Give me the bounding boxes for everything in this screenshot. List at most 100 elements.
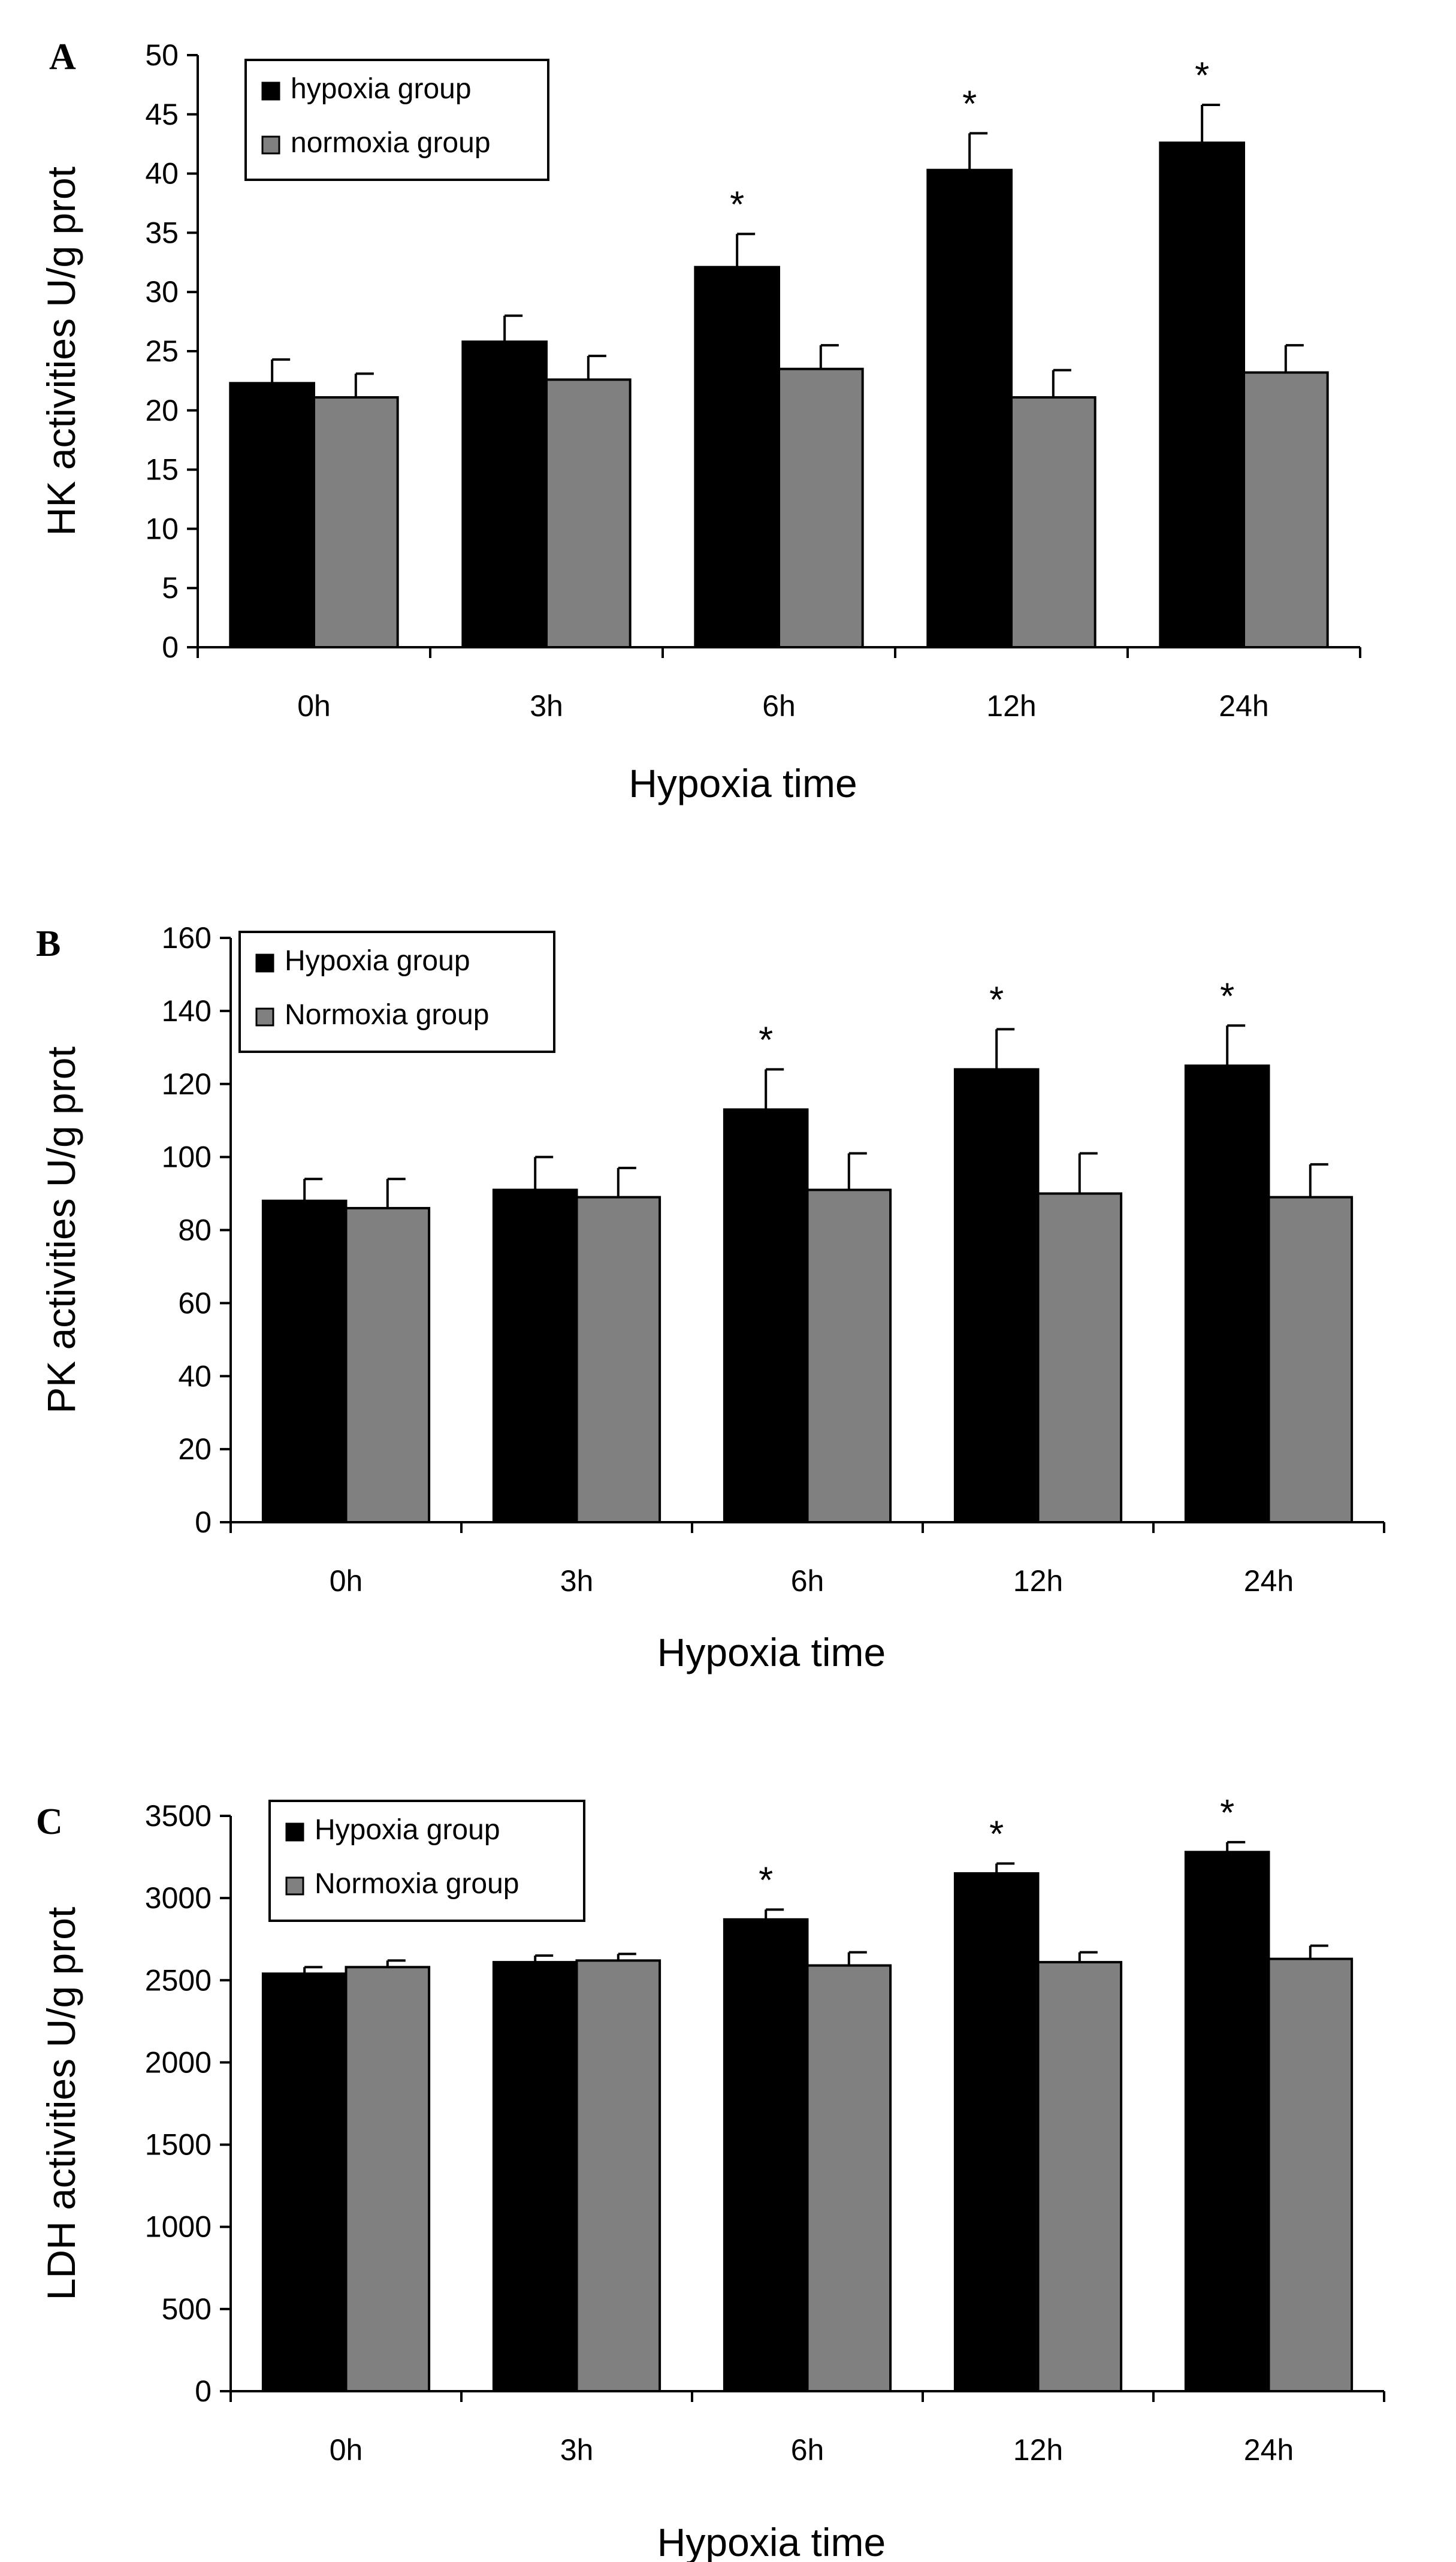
bar-normoxia-3h xyxy=(575,1196,661,1523)
y-tick-label: 15 xyxy=(145,453,179,487)
bar-normoxia-12h xyxy=(1037,1192,1123,1523)
y-tick-label: 2000 xyxy=(145,2045,212,2079)
bar-hypoxia-0h xyxy=(229,382,315,648)
legend-swatch xyxy=(261,82,280,101)
bar-hypoxia-12h xyxy=(953,1872,1040,2392)
panel-letter: A xyxy=(49,37,76,77)
significance-star: * xyxy=(730,184,744,225)
legend-label: hypoxia group xyxy=(291,73,472,105)
legend-label: Hypoxia group xyxy=(315,1814,500,1846)
x-tick-label: 24h xyxy=(1244,2433,1294,2467)
bar-normoxia-3h xyxy=(545,378,632,648)
x-tick-label: 0h xyxy=(297,689,331,723)
y-tick-label: 3500 xyxy=(145,1799,212,1833)
bar-hypoxia-3h xyxy=(461,340,548,649)
legend-box xyxy=(268,1800,585,1922)
legend-box xyxy=(238,931,555,1053)
y-tick-label: 500 xyxy=(162,2292,212,2326)
bar-normoxia-24h xyxy=(1267,1957,1354,2393)
bar-normoxia-6h xyxy=(806,1964,892,2393)
x-tick-label: 0h xyxy=(330,1564,363,1598)
legend-label: Normoxia group xyxy=(315,1868,519,1900)
bar-normoxia-3h xyxy=(575,1959,661,2392)
legend-swatch xyxy=(255,953,274,973)
y-tick-label: 0 xyxy=(195,2374,212,2408)
significance-star: * xyxy=(1220,1793,1234,1834)
bar-normoxia-0h xyxy=(345,1206,431,1523)
bar-hypoxia-0h xyxy=(261,1199,348,1523)
legend-swatch xyxy=(255,1007,274,1027)
y-tick-label: 40 xyxy=(145,157,179,191)
bar-normoxia-12h xyxy=(1010,396,1096,649)
x-tick-label: 24h xyxy=(1219,689,1268,723)
x-tick-label: 12h xyxy=(986,689,1036,723)
x-tick-label: 0h xyxy=(330,2433,363,2467)
y-tick-label: 60 xyxy=(178,1286,212,1320)
significance-star: * xyxy=(1195,55,1209,96)
legend-swatch xyxy=(261,135,280,155)
bar-normoxia-0h xyxy=(313,396,399,649)
y-tick-label: 20 xyxy=(145,394,179,427)
bar-hypoxia-3h xyxy=(492,1961,578,2392)
bar-hypoxia-12h xyxy=(953,1068,1040,1523)
y-tick-label: 80 xyxy=(178,1214,212,1247)
x-tick-label: 3h xyxy=(560,2433,594,2467)
bar-hypoxia-3h xyxy=(492,1188,578,1523)
bar-normoxia-24h xyxy=(1243,371,1329,648)
significance-star: * xyxy=(759,1860,773,1901)
y-tick-label: 1500 xyxy=(145,2128,212,2162)
x-axis-title: Hypoxia time xyxy=(657,1630,886,1674)
y-tick-label: 50 xyxy=(145,38,179,72)
y-axis-title: PK activities U/g prot xyxy=(39,1046,83,1414)
y-tick-label: 35 xyxy=(145,216,179,249)
y-tick-label: 40 xyxy=(178,1359,212,1393)
panel-a-hk-chart: A * * * 0 5 10 15 20 25 30 35 40 45 50 0h 3h 6h 12h 24h Hypo… xyxy=(39,37,1361,805)
legend-box xyxy=(244,59,549,181)
significance-star: * xyxy=(989,1814,1004,1855)
bar-hypoxia-6h xyxy=(694,265,780,649)
y-tick-label: 120 xyxy=(162,1067,212,1101)
x-tick-label: 12h xyxy=(1013,2433,1063,2467)
x-tick-label: 6h xyxy=(791,1564,824,1598)
panel-letter: B xyxy=(36,924,61,964)
x-axis-title: Hypoxia time xyxy=(657,2520,886,2562)
x-axis-title: Hypoxia time xyxy=(629,761,857,805)
panel-letter: C xyxy=(36,1801,63,1842)
bar-hypoxia-24h xyxy=(1184,1064,1270,1523)
legend-label: normoxia group xyxy=(291,127,491,159)
y-tick-label: 0 xyxy=(195,1505,212,1539)
bar-hypoxia-6h xyxy=(723,1918,809,2393)
x-tick-label: 6h xyxy=(762,689,796,723)
x-tick-label: 3h xyxy=(530,689,563,723)
bar-hypoxia-0h xyxy=(261,1972,348,2392)
legend-swatch xyxy=(285,1876,304,1896)
significance-star: * xyxy=(759,1019,773,1061)
y-tick-label: 45 xyxy=(145,98,179,131)
x-tick-label: 3h xyxy=(560,1564,594,1598)
bar-normoxia-6h xyxy=(806,1188,892,1523)
y-tick-label: 5 xyxy=(162,571,179,605)
legend-label: Normoxia group xyxy=(285,999,489,1031)
panel-b-pk-chart: B * * * 0 20 40 60 80 100 120 140 160 0h 3h 6h 12h 24h Hyp… xyxy=(36,921,1385,1674)
significance-star: * xyxy=(1220,976,1234,1017)
y-tick-label: 100 xyxy=(162,1140,212,1174)
panel-c-ldh-chart: C * * * 0 500 1000 1500 2000 2500 3000 3500 0h 3h 6h 12… xyxy=(36,1793,1385,2562)
bar-normoxia-0h xyxy=(345,1966,431,2392)
significance-star: * xyxy=(989,979,1004,1021)
bar-hypoxia-24h xyxy=(1184,1851,1270,2392)
bar-normoxia-6h xyxy=(778,367,864,648)
x-tick-label: 12h xyxy=(1013,1564,1063,1598)
legend-label: Hypoxia group xyxy=(285,945,470,977)
y-tick-label: 25 xyxy=(145,334,179,368)
x-tick-label: 6h xyxy=(791,2433,824,2467)
y-tick-label: 1000 xyxy=(145,2210,212,2244)
bar-hypoxia-6h xyxy=(723,1108,809,1523)
bar-hypoxia-12h xyxy=(926,168,1013,648)
y-tick-label: 2500 xyxy=(145,1963,212,1997)
y-tick-label: 0 xyxy=(162,630,179,664)
y-tick-label: 140 xyxy=(162,994,212,1028)
significance-star: * xyxy=(962,83,977,125)
legend-swatch xyxy=(285,1822,304,1842)
bar-normoxia-24h xyxy=(1267,1196,1354,1523)
